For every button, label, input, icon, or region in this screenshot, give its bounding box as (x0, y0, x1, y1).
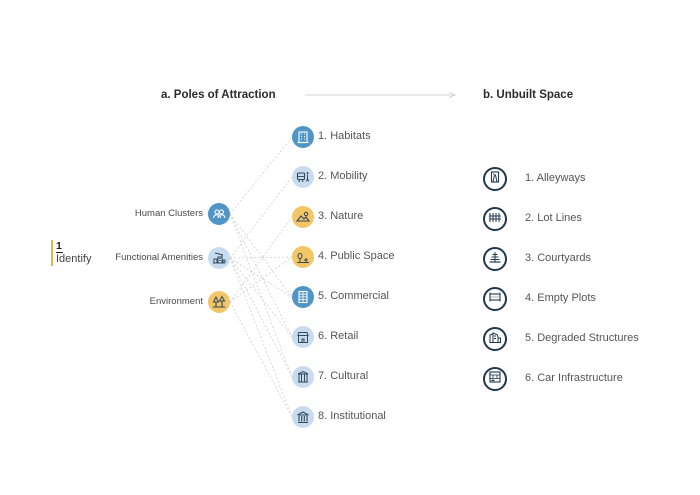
unbuilt-heading: b. Unbuilt Space (483, 89, 574, 101)
source-label: Environment (149, 296, 203, 307)
unbuilt-node (483, 327, 507, 351)
unbuilt-label: 1. Alleyways (525, 172, 586, 184)
unbuilt-node (483, 167, 507, 191)
people-group-icon (212, 207, 226, 221)
pole-label: 2. Mobility (318, 170, 368, 182)
unbuilt-label: 5. Degraded Structures (525, 332, 639, 344)
step-number: 1 (56, 240, 62, 252)
pole-label: 3. Nature (318, 210, 364, 222)
unbuilt-label: 2. Lot Lines (525, 212, 582, 224)
ruined-building-icon (488, 330, 502, 349)
pole-node (292, 206, 314, 228)
pole-node (292, 366, 314, 388)
connector-line (229, 256, 293, 303)
connector-line (229, 213, 293, 298)
apartment-building-icon (296, 130, 310, 144)
source-label: Human Clusters (134, 208, 203, 219)
source-node (208, 247, 230, 269)
connector-line (229, 213, 293, 378)
trees-icon (212, 295, 226, 309)
pole-node (292, 286, 314, 308)
step-accent-bar (51, 240, 53, 266)
unbuilt-label: 3. Courtyards (525, 252, 592, 264)
fence-icon (488, 210, 502, 229)
source-node (208, 291, 230, 313)
pole-label: 5. Commercial (318, 290, 389, 302)
landscape-icon (296, 210, 310, 224)
step-label: Identify (56, 253, 92, 265)
connector-line (229, 213, 293, 338)
plaza-tree-icon (296, 250, 310, 264)
office-tower-icon (296, 290, 310, 304)
source-node (208, 203, 230, 225)
unbuilt-label: 4. Empty Plots (525, 292, 596, 304)
pole-label: 4. Public Space (318, 250, 395, 262)
pole-label: 8. Institutional (318, 410, 386, 422)
institution-columns-icon (296, 410, 310, 424)
step-underline (56, 252, 63, 253)
alley-icon (488, 170, 502, 189)
connector-line (229, 301, 293, 418)
pole-node (292, 406, 314, 428)
pole-node (292, 166, 314, 188)
connector-line (229, 176, 293, 259)
unbuilt-node (483, 207, 507, 231)
source-label: Functional Amenities (115, 252, 203, 263)
bus-pedestrian-icon (296, 170, 310, 184)
parking-garage-icon (488, 370, 502, 389)
connector-line (229, 257, 293, 338)
poles-heading: a. Poles of Attraction (161, 89, 276, 101)
unbuilt-node (483, 247, 507, 271)
pole-node (292, 246, 314, 268)
connector-line (229, 256, 293, 259)
pole-node (292, 126, 314, 148)
pole-node (292, 326, 314, 348)
connector-line (229, 257, 293, 418)
flow-arrowhead (448, 92, 457, 98)
connector-line (229, 216, 293, 303)
pole-label: 7. Cultural (318, 370, 369, 382)
connector-line (229, 136, 293, 215)
empty-plot-icon (488, 290, 502, 309)
unbuilt-node (483, 287, 507, 311)
pole-label: 6. Retail (318, 330, 359, 342)
storefront-icon (296, 330, 310, 344)
pole-label: 1. Habitats (318, 130, 371, 142)
unbuilt-node (483, 367, 507, 391)
connector-line (229, 257, 293, 298)
theatre-icon (296, 370, 310, 384)
courtyard-icon (488, 250, 502, 269)
unbuilt-label: 6. Car Infrastructure (525, 372, 623, 384)
buildings-crane-icon (212, 251, 226, 265)
